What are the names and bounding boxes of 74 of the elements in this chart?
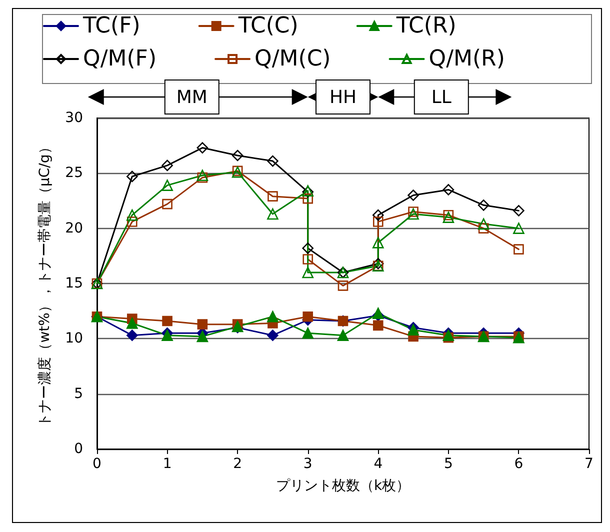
y-tick-label: 25 bbox=[65, 165, 83, 182]
point bbox=[478, 218, 490, 230]
point bbox=[442, 330, 454, 342]
point bbox=[267, 330, 278, 342]
text: LL bbox=[431, 87, 452, 108]
x-tick-label: 7 bbox=[584, 456, 594, 472]
point bbox=[232, 150, 244, 162]
legend-label: Q/M(R) bbox=[428, 46, 505, 72]
x-tick-label: 3 bbox=[303, 456, 312, 472]
point bbox=[267, 155, 278, 167]
point bbox=[372, 216, 384, 227]
point bbox=[126, 170, 138, 182]
point bbox=[196, 142, 208, 154]
point bbox=[197, 319, 208, 330]
point bbox=[196, 330, 208, 342]
x-tick-label: 5 bbox=[444, 456, 453, 472]
point bbox=[478, 223, 489, 234]
point bbox=[478, 200, 490, 211]
point bbox=[408, 208, 419, 220]
y-tick-label: 0 bbox=[74, 441, 83, 457]
point bbox=[372, 237, 384, 248]
text: HH bbox=[329, 87, 357, 108]
point bbox=[408, 190, 419, 201]
point bbox=[443, 210, 454, 220]
point bbox=[408, 324, 419, 336]
point bbox=[302, 193, 314, 204]
point bbox=[302, 266, 314, 278]
x-tick-label: 6 bbox=[514, 456, 524, 472]
legend-label: TC(C) bbox=[237, 14, 298, 38]
x-tick-label: 2 bbox=[233, 456, 242, 472]
point bbox=[126, 209, 138, 221]
legend-label: Q/M(F) bbox=[83, 46, 157, 72]
point bbox=[268, 191, 278, 202]
point bbox=[442, 184, 454, 196]
point bbox=[126, 216, 138, 227]
point bbox=[302, 311, 314, 322]
x-tick-label: 0 bbox=[92, 456, 102, 472]
x-tick-label: 4 bbox=[374, 456, 383, 472]
legend-label: TC(F) bbox=[82, 14, 140, 38]
point bbox=[197, 172, 208, 183]
y-tick-label: 30 bbox=[65, 110, 83, 126]
y-axis-title: トナー濃度（wt%），トナー帯電量（μC/g） bbox=[37, 140, 53, 427]
point bbox=[302, 242, 314, 254]
y-tick-label: 20 bbox=[65, 220, 83, 236]
x-axis-title: プリント枚数（k枚） bbox=[276, 478, 410, 494]
point bbox=[514, 244, 524, 254]
point bbox=[162, 316, 172, 326]
x-tick-label: 1 bbox=[162, 456, 172, 472]
point bbox=[513, 205, 524, 216]
point bbox=[372, 320, 384, 331]
point bbox=[338, 280, 348, 291]
point bbox=[372, 308, 384, 319]
point bbox=[267, 208, 278, 220]
point bbox=[162, 160, 173, 172]
point bbox=[442, 212, 454, 223]
text: MM bbox=[176, 87, 208, 108]
point bbox=[162, 198, 172, 210]
point bbox=[162, 180, 173, 191]
y-tick-label: 10 bbox=[65, 330, 83, 347]
point bbox=[372, 209, 384, 221]
legend-label: TC(R) bbox=[395, 14, 456, 38]
point bbox=[196, 170, 208, 182]
point bbox=[302, 328, 314, 339]
point bbox=[302, 254, 314, 264]
y-tick-label: 15 bbox=[65, 276, 83, 292]
y-tick-label: 5 bbox=[74, 386, 83, 402]
point bbox=[162, 330, 173, 342]
point bbox=[126, 330, 138, 342]
point bbox=[126, 318, 138, 329]
point bbox=[337, 330, 349, 342]
point bbox=[267, 310, 278, 322]
point bbox=[408, 206, 418, 217]
legend-label: Q/M(C) bbox=[254, 46, 331, 72]
point bbox=[513, 222, 524, 234]
